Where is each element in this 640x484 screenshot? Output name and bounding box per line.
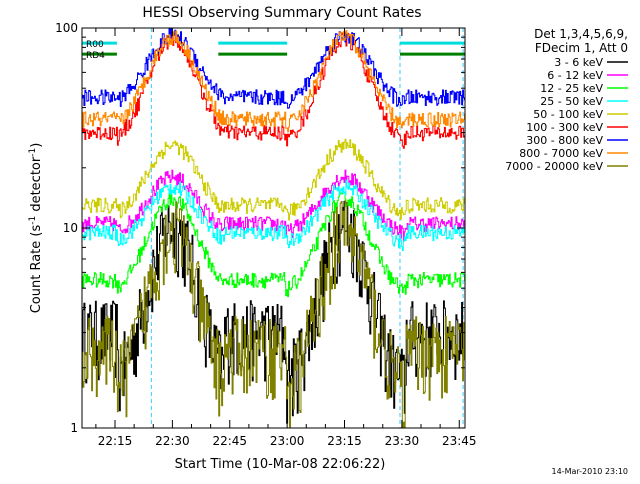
timestamp: 14-Mar-2010 23:10 bbox=[552, 467, 629, 476]
y-axis-label-main: Count Rate (s bbox=[29, 225, 44, 314]
y-axis-label-sup1: -1 bbox=[28, 216, 38, 225]
legend-header-line-1: Det 1,3,4,5,6,9, bbox=[534, 27, 628, 41]
series-line-2 bbox=[82, 191, 465, 298]
legend-label-6: 300 - 800 keV bbox=[526, 134, 603, 147]
legend-label-4: 50 - 100 keV bbox=[533, 108, 603, 121]
legend-header-line-2: FDecim 1, Att 0 bbox=[535, 41, 628, 55]
x-tick-label-1: 22:30 bbox=[155, 434, 190, 448]
legend-label-7: 800 - 7000 keV bbox=[519, 147, 603, 160]
flag-0: R00 bbox=[82, 40, 465, 50]
axis-layer: 1 10 100 22:15 22:30 22:45 23:00 23:15 23:30 23:4… bbox=[55, 21, 476, 448]
series-line-4 bbox=[82, 138, 465, 221]
legend-label-3: 25 - 50 keV bbox=[540, 95, 603, 108]
y-tick-label-1: 10 bbox=[63, 221, 78, 235]
y-tick-label-2: 100 bbox=[55, 21, 78, 35]
legend: Det 1,3,4,5,6,9, FDecim 1, Att 0 3 - 6 k… bbox=[505, 27, 628, 173]
series-layer bbox=[82, 28, 465, 429]
flag-label-0: R00 bbox=[86, 40, 104, 50]
series-5 bbox=[82, 31, 465, 149]
x-tick-label-2: 22:45 bbox=[212, 434, 247, 448]
series-line-8 bbox=[82, 200, 465, 429]
chart-title: HESSI Observing Summary Count Rates bbox=[142, 5, 421, 21]
y-axis-label-end: ) bbox=[29, 143, 44, 148]
x-tick-label-5: 23:30 bbox=[385, 434, 420, 448]
legend-label-0: 3 - 6 keV bbox=[554, 56, 603, 69]
y-axis-label-mid: detector bbox=[29, 156, 44, 216]
series-line-3 bbox=[82, 179, 465, 251]
series-line-1 bbox=[82, 169, 465, 241]
series-7 bbox=[82, 30, 465, 133]
series-line-5 bbox=[82, 31, 465, 149]
series-3 bbox=[82, 179, 465, 251]
legend-label-8: 7000 - 20000 keV bbox=[505, 160, 603, 173]
flag-label-1: RD4 bbox=[86, 51, 105, 61]
series-2 bbox=[82, 191, 465, 298]
legend-label-2: 12 - 25 keV bbox=[540, 82, 603, 95]
y-axis-label: Count Rate (s-1 detector-1) bbox=[28, 143, 44, 314]
x-tick-label-6: 23:45 bbox=[442, 434, 477, 448]
series-line-6 bbox=[82, 28, 465, 109]
y-axis-label-sup2: -1 bbox=[28, 148, 38, 157]
legend-label-5: 100 - 300 keV bbox=[526, 121, 603, 134]
series-line-7 bbox=[82, 30, 465, 133]
series-8 bbox=[82, 200, 465, 429]
x-tick-label-3: 23:00 bbox=[270, 434, 305, 448]
flag-1: RD4 bbox=[82, 51, 465, 61]
series-6 bbox=[82, 28, 465, 109]
y-tick-label-0: 1 bbox=[70, 421, 78, 435]
x-axis-label: Start Time (10-Mar-08 22:06:22) bbox=[175, 457, 386, 472]
series-1 bbox=[82, 169, 465, 241]
x-tick-label-0: 22:15 bbox=[98, 434, 133, 448]
legend-label-1: 6 - 12 keV bbox=[547, 69, 603, 82]
series-4 bbox=[82, 138, 465, 221]
x-tick-label-4: 23:15 bbox=[327, 434, 362, 448]
